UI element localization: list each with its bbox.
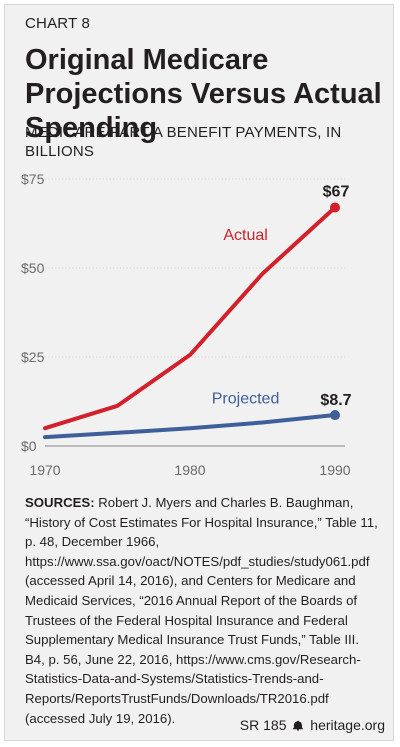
x-tick-label: 1970 bbox=[29, 462, 60, 478]
x-tick-label: 1980 bbox=[174, 462, 205, 478]
chart-subtitle: MEDICARE PART A BENEFIT PAYMENTS, IN BIL… bbox=[25, 124, 342, 160]
y-tick-label: $0 bbox=[21, 438, 37, 454]
projected-end-point bbox=[330, 410, 340, 421]
sources-note: SOURCES: Robert J. Myers and Charles B. … bbox=[25, 493, 381, 728]
projected-series-line bbox=[43, 413, 337, 440]
actual-end-value-label: $67 bbox=[323, 183, 350, 200]
chart-card: CHART 8 Original Medicare Projections Ve… bbox=[4, 4, 394, 741]
y-tick-label: $50 bbox=[21, 260, 45, 276]
x-axis-ticks: 1970 1980 1990 bbox=[29, 462, 350, 478]
y-tick-label: $75 bbox=[21, 171, 45, 187]
actual-series-line bbox=[43, 205, 337, 431]
actual-series-label: Actual bbox=[223, 227, 267, 244]
grid-lines bbox=[45, 178, 345, 447]
projected-series-label: Projected bbox=[212, 390, 280, 407]
line-chart: $0 $25 $50 $75 1970 1980 1990 $67 Actual $8.7 Pr… bbox=[21, 171, 352, 478]
y-tick-label: $25 bbox=[21, 349, 45, 365]
footer-credit: SR 185 heritage.org bbox=[5, 717, 385, 733]
projected-end-value-label: $8.7 bbox=[320, 392, 351, 409]
actual-end-point bbox=[330, 202, 340, 213]
sources-text: Robert J. Myers and Charles B. Baughman,… bbox=[25, 495, 378, 726]
x-tick-label: 1990 bbox=[319, 462, 350, 478]
y-axis-ticks: $0 $25 $50 $75 bbox=[21, 171, 45, 454]
chart-kicker: CHART 8 bbox=[25, 15, 91, 32]
report-id: SR 185 bbox=[239, 717, 287, 733]
liberty-bell-icon bbox=[293, 720, 304, 731]
site-name: heritage.org bbox=[310, 717, 385, 733]
series-labels: $67 Actual $8.7 Projected bbox=[212, 183, 352, 409]
sources-label: SOURCES: bbox=[25, 495, 95, 510]
chart-title: Original Medicare Projections Versus Act… bbox=[25, 44, 382, 144]
series-lines bbox=[43, 202, 340, 440]
